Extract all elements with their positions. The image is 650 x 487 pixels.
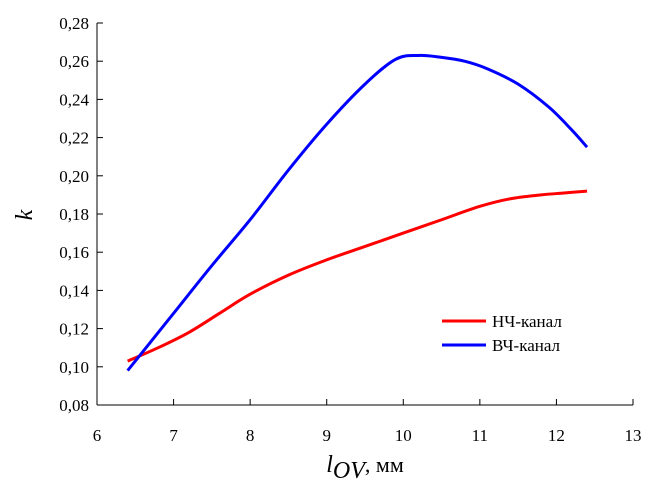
y-tick-label: 0,18 [59,205,89,224]
series-line-1 [126,53,589,372]
x-axis-var: l [326,452,333,478]
y-tick-label: 0,26 [59,52,89,71]
x-tick-label: 13 [625,426,642,445]
y-axis-title: k [12,209,38,220]
x-tick-label: 11 [472,426,488,445]
y-axis-ticks: 0,08 0,10 0,12 0,14 0,16 0,18 0,20 0,22 0,24 0,26… [59,14,103,415]
series-layer [126,53,589,372]
series-line-0 [127,189,588,363]
x-tick-label: 7 [169,426,178,445]
legend: НЧ-канал ВЧ-канал [442,312,562,355]
y-tick-label: 0,24 [59,90,89,109]
x-tick-label: 9 [322,426,331,445]
y-tick-label: 0,12 [59,320,89,339]
x-axis-unit: , мм [365,452,404,477]
y-tick-label: 0,16 [59,243,89,262]
x-axis-ticks: 6 7 8 9 10 11 12 13 [93,399,642,445]
legend-label-1: ВЧ-канал [492,336,561,355]
y-tick-label: 0,14 [59,281,89,300]
x-tick-label: 6 [93,426,102,445]
x-tick-label: 10 [395,426,412,445]
x-tick-label: 12 [548,426,565,445]
y-tick-label: 0,08 [59,396,89,415]
y-tick-label: 0,10 [59,358,89,377]
y-tick-label: 0,22 [59,129,89,148]
y-axis-label: k [12,209,38,220]
x-tick-label: 8 [246,426,255,445]
legend-label-0: НЧ-канал [492,312,562,331]
y-tick-label: 0,20 [59,167,89,186]
x-axis-subscript: OV [333,458,367,484]
x-axis-title: lOV, мм [326,452,404,484]
y-tick-label: 0,28 [59,14,89,33]
x-axis-label: lOV, мм [326,452,404,484]
